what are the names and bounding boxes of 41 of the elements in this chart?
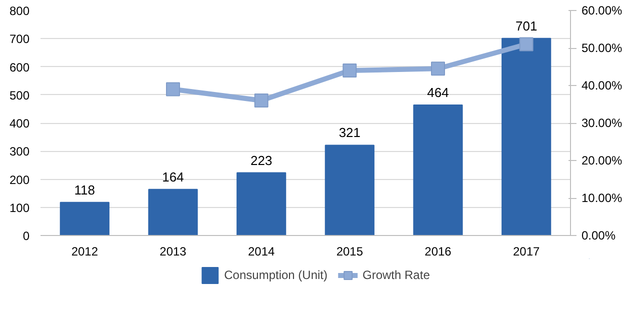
y2-tick-label: 60.00% <box>582 4 623 18</box>
y-tick-label: 100 <box>9 200 30 215</box>
y-tick-label: 400 <box>9 116 30 130</box>
y2-tick-label: 0.00% <box>582 228 616 242</box>
bar <box>148 188 198 236</box>
bar <box>324 144 374 236</box>
data-label: 164 <box>162 169 184 184</box>
y2-tick-label: 20.00% <box>582 154 623 168</box>
bar <box>236 172 286 236</box>
y-tick-label: 200 <box>9 172 30 187</box>
point <box>519 37 534 52</box>
data-label: 223 <box>250 152 272 168</box>
x-tick-label: 2013 <box>160 244 187 258</box>
y-tick-label: 600 <box>9 60 30 74</box>
data-label: 701 <box>515 18 538 34</box>
point <box>342 64 357 78</box>
point <box>166 82 180 96</box>
data-label: 464 <box>427 85 449 100</box>
x-tick-label: 2014 <box>248 244 276 258</box>
y-tick-label: 700 <box>9 32 30 46</box>
y-tick-label: 300 <box>9 144 30 159</box>
x-tick-label: 2016 <box>424 244 452 258</box>
data-label: 118 <box>74 182 96 198</box>
y2-tick-label: 50.00% <box>582 41 623 55</box>
legend-label: Growth Rate <box>362 268 430 282</box>
x-tick-label: 2012 <box>71 244 98 258</box>
point <box>254 94 268 108</box>
x-tick-label: 2017 <box>512 244 540 258</box>
data-label: 321 <box>338 125 361 140</box>
bar <box>413 104 463 236</box>
bar <box>60 202 110 236</box>
y2-tick-label: 30.00% <box>582 116 623 130</box>
bar <box>502 38 552 236</box>
legend-label: Consumption (Unit) <box>224 268 328 282</box>
y-tick-label: 800 <box>9 4 30 18</box>
y-tick-label: 0 <box>22 229 30 243</box>
point <box>431 62 445 76</box>
y2-tick-label: 40.00% <box>582 78 623 92</box>
x-tick-label: 2015 <box>336 244 364 258</box>
y2-tick-label: 10.00% <box>582 191 623 205</box>
y-tick-label: 500 <box>9 88 30 102</box>
